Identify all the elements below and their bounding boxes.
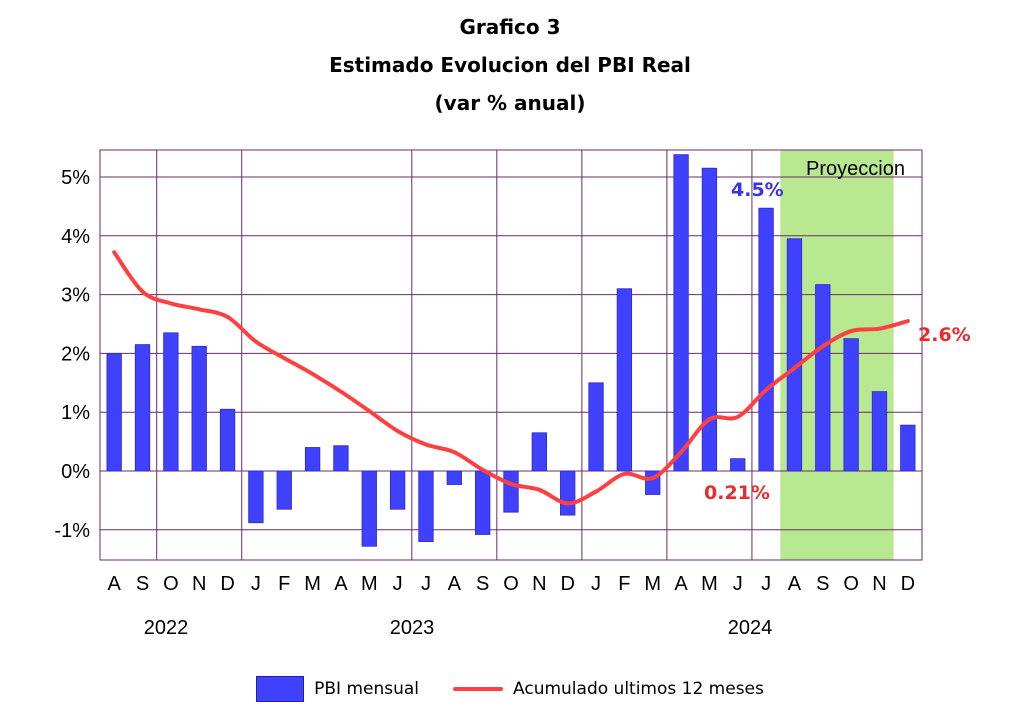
annotation-last-bar-peak: 4.5%: [731, 179, 784, 201]
x-tick-label: A: [674, 573, 688, 595]
x-tick-label: J: [393, 573, 403, 595]
x-tick-label: F: [618, 573, 630, 595]
bar-pbi-mensual: [418, 470, 434, 542]
line-series-acumulado: [112, 250, 910, 506]
year-label: 2023: [390, 617, 435, 639]
bar-pbi-mensual: [475, 470, 491, 535]
y-tick-label: -1%: [54, 520, 90, 542]
year-label: 2022: [144, 617, 189, 639]
x-tick-label: S: [476, 573, 489, 595]
x-tick-label: M: [304, 573, 321, 595]
bar-pbi-mensual: [276, 470, 292, 510]
chart-title-line-3: (var % anual): [434, 91, 586, 115]
legend-line-swatch: [453, 687, 504, 691]
plot-frame: [99, 149, 923, 561]
projection-label: Proyeccion: [806, 158, 905, 180]
x-tick-label: S: [816, 573, 829, 595]
bar-pbi-mensual: [701, 167, 718, 472]
chart-title-line-1: Grafico 3: [459, 15, 561, 39]
bar-pbi-mensual: [843, 338, 859, 472]
x-tick-label: J: [591, 573, 601, 595]
x-tick-label: O: [163, 573, 179, 595]
bar-pbi-mensual: [446, 470, 462, 485]
legend-item-line: Acumulado ultimos 12 meses: [453, 679, 764, 699]
bar-pbi-mensual: [560, 470, 576, 516]
x-tick-label: D: [901, 573, 915, 595]
x-tick-label: N: [192, 573, 206, 595]
x-tick-label: D: [560, 573, 574, 595]
y-tick-label: 5%: [61, 167, 90, 189]
x-tick-label: N: [532, 573, 546, 595]
bar-pbi-mensual: [531, 432, 547, 472]
x-tick-label: J: [421, 573, 431, 595]
chart-title-line-2: Estimado Evolucion del PBI Real: [329, 53, 691, 77]
bar-pbi-mensual: [758, 207, 774, 472]
x-tick-label: M: [701, 573, 718, 595]
y-tick-label: 1%: [61, 402, 90, 424]
year-labels: 2022 2023 2024: [144, 617, 773, 639]
x-tick-label: A: [334, 573, 348, 595]
y-axis-tick-labels: -1% 0% 1% 2% 3% 4% 5%: [54, 167, 90, 542]
bar-pbi-mensual: [786, 238, 803, 472]
bar-pbi-mensual: [219, 408, 236, 472]
x-tick-label: N: [872, 573, 886, 595]
x-tick-label: M: [361, 573, 378, 595]
bar-pbi-mensual: [503, 470, 519, 513]
bar-pbi-mensual: [673, 154, 689, 472]
chart-title-block: Grafico 3 Estimado Evolucion del PBI Rea…: [0, 8, 1020, 122]
bar-pbi-mensual: [163, 332, 179, 472]
legend-bar-swatch: [256, 676, 305, 702]
x-tick-label: J: [733, 573, 743, 595]
x-tick-label: J: [761, 573, 771, 595]
x-tick-label: O: [843, 573, 859, 595]
bar-pbi-mensual: [871, 391, 888, 472]
x-tick-label: D: [220, 573, 234, 595]
bar-pbi-mensual: [588, 382, 604, 472]
bar-pbi-mensual: [361, 470, 377, 547]
bar-pbi-mensual: [815, 284, 831, 472]
y-tick-label: 4%: [61, 226, 90, 248]
legend-item-bar: PBI mensual: [256, 676, 419, 702]
bar-pbi-mensual: [106, 352, 122, 472]
x-tick-label: S: [136, 573, 149, 595]
legend-bar-label: PBI mensual: [314, 679, 420, 699]
x-tick-label: J: [251, 573, 261, 595]
bar-pbi-mensual: [134, 344, 151, 472]
y-tick-label: 3%: [61, 285, 90, 307]
bar-pbi-mensual: [730, 458, 746, 472]
y-tick-label: 0%: [61, 461, 90, 483]
x-tick-label: A: [788, 573, 802, 595]
legend-line-label: Acumulado ultimos 12 meses: [513, 679, 764, 699]
bar-pbi-mensual: [248, 470, 264, 524]
bar-pbi-mensual: [616, 288, 633, 472]
x-tick-label: O: [503, 573, 519, 595]
x-tick-label: A: [448, 573, 462, 595]
x-tick-label: F: [278, 573, 290, 595]
legend: PBI mensual Acumulado ultimos 12 meses: [0, 676, 1020, 702]
bar-pbi-mensual: [900, 424, 916, 472]
x-tick-label: M: [644, 573, 661, 595]
annotation-line-end: 2.6%: [918, 324, 971, 346]
annotation-june-bar: 0.21%: [704, 482, 770, 504]
x-tick-label: A: [108, 573, 122, 595]
bar-pbi-mensual: [333, 445, 349, 472]
y-tick-label: 2%: [61, 343, 90, 365]
bar-pbi-mensual: [389, 470, 406, 510]
year-label: 2024: [728, 617, 773, 639]
bar-pbi-mensual: [304, 447, 321, 472]
bar-pbi-mensual: [191, 345, 207, 472]
